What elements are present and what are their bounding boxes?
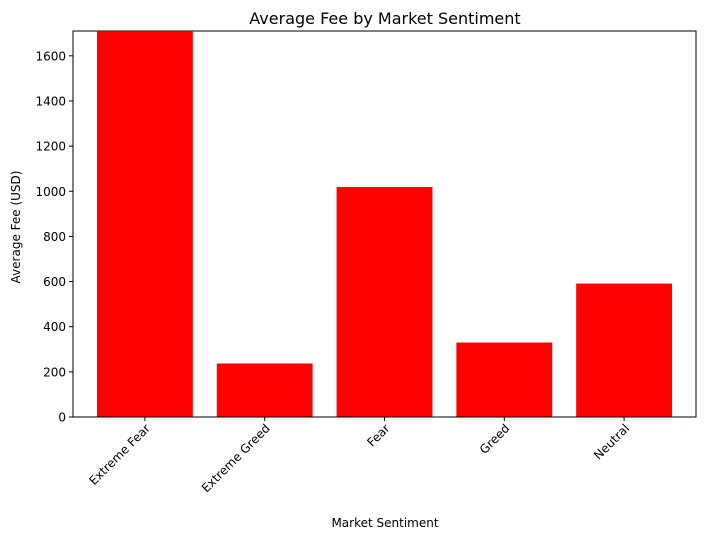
x-tick-label-greed: Greed — [477, 421, 513, 457]
x-tick-label-extreme-fear: Extreme Fear — [86, 421, 153, 488]
y-tick-label: 400 — [43, 320, 66, 334]
y-axis-label: Average Fee (USD) — [9, 171, 23, 284]
x-axis: Extreme Fear Extreme Greed Fear Greed Neutra… — [86, 417, 632, 495]
bar-fear — [336, 186, 433, 417]
y-axis: 0 200 400 600 800 1000 1200 1400 1600 — [35, 49, 73, 425]
plot-frame — [72, 30, 697, 418]
y-tick-label: 1400 — [35, 94, 66, 108]
y-tick-label: 200 — [43, 365, 66, 379]
bar-extreme-greed — [216, 363, 313, 417]
x-tick-label-extreme-greed: Extreme Greed — [199, 421, 273, 495]
y-tick-label: 1600 — [35, 49, 66, 63]
y-tick-label: 800 — [43, 230, 66, 244]
y-tick-label: 600 — [43, 275, 66, 289]
chart-title: Average Fee by Market Sentiment — [249, 9, 520, 28]
x-tick-label-neutral: Neutral — [591, 421, 632, 462]
x-tick-label-fear: Fear — [364, 421, 392, 449]
y-tick-label: 0 — [58, 411, 66, 425]
bar-neutral — [576, 283, 673, 417]
bars-group — [96, 31, 673, 418]
bar-extreme-fear — [96, 31, 193, 418]
y-tick-label: 1200 — [35, 140, 66, 154]
x-axis-label: Market Sentiment — [331, 516, 438, 530]
y-tick-label: 1000 — [35, 185, 66, 199]
bar-greed — [456, 342, 553, 417]
